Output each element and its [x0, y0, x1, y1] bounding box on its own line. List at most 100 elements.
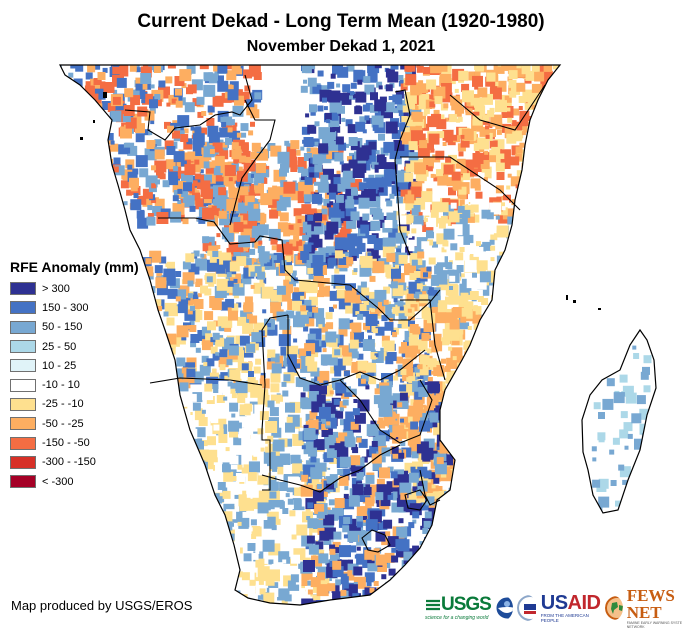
anomaly-cell	[295, 481, 301, 487]
anomaly-cell	[315, 541, 324, 550]
anomaly-cell	[563, 163, 568, 168]
anomaly-cell	[306, 535, 315, 544]
anomaly-cell	[483, 333, 491, 340]
anomaly-cell	[649, 470, 656, 481]
anomaly-cell	[111, 195, 120, 204]
anomaly-cell	[180, 457, 189, 467]
anomaly-cell	[178, 97, 183, 101]
anomaly-cell	[337, 66, 349, 78]
anomaly-cell	[517, 429, 525, 437]
anomaly-cell	[431, 201, 442, 212]
anomaly-cell	[154, 198, 165, 209]
anomaly-cell	[334, 250, 343, 259]
anomaly-cell	[387, 536, 399, 548]
anomaly-cell	[306, 147, 311, 152]
anomaly-cell	[193, 299, 204, 309]
anomaly-cell	[201, 111, 207, 116]
anomaly-cell	[94, 88, 106, 100]
anomaly-cell	[176, 527, 185, 536]
anomaly-cell	[472, 272, 477, 278]
anomaly-cell	[496, 384, 501, 389]
anomaly-cell	[502, 65, 509, 71]
anomaly-cell	[494, 314, 507, 327]
anomaly-cell	[240, 123, 249, 132]
anomaly-cell	[538, 180, 548, 190]
anomaly-cell	[367, 561, 378, 572]
anomaly-cell	[423, 279, 429, 285]
anomaly-cell	[60, 115, 62, 120]
anomaly-cell	[358, 250, 363, 255]
anomaly-cell	[388, 590, 394, 597]
anomaly-cell	[501, 65, 509, 68]
anomaly-cell	[115, 103, 127, 115]
anomaly-cell	[367, 291, 376, 300]
anomaly-cell	[250, 519, 257, 526]
anomaly-cell	[453, 490, 458, 495]
anomaly-cell	[342, 351, 353, 362]
anomaly-cell	[415, 372, 420, 377]
anomaly-cell	[166, 102, 171, 107]
anomaly-cell	[333, 304, 337, 309]
anomaly-cell	[339, 92, 352, 105]
anomaly-cell	[489, 202, 502, 215]
anomaly-cell	[445, 431, 451, 437]
anomaly-cell	[497, 423, 503, 429]
anomaly-cell	[407, 405, 418, 416]
anomaly-cell	[495, 309, 504, 318]
anomaly-cell	[213, 166, 223, 176]
anomaly-cell	[194, 173, 201, 180]
anomaly-cell	[482, 450, 494, 462]
anomaly-cell	[318, 323, 328, 333]
anomaly-cell	[356, 553, 368, 565]
anomaly-cell	[448, 562, 457, 571]
anomaly-cell	[531, 152, 538, 159]
anomaly-cell	[400, 65, 407, 70]
anomaly-cell	[468, 230, 474, 236]
anomaly-cell	[370, 308, 375, 313]
anomaly-cell	[432, 241, 438, 248]
anomaly-cell	[504, 413, 514, 423]
anomaly-cell	[309, 104, 317, 113]
anomaly-cell	[368, 298, 378, 308]
anomaly-cell	[250, 173, 255, 178]
anomaly-cell	[413, 402, 424, 413]
anomaly-cell	[376, 81, 383, 88]
anomaly-cell	[192, 140, 204, 152]
anomaly-cell	[497, 450, 508, 461]
anomaly-cell	[446, 290, 452, 296]
anomaly-cell	[294, 371, 299, 376]
anomaly-cell	[424, 511, 432, 519]
anomaly-cell	[269, 588, 279, 597]
anomaly-cell	[329, 455, 339, 464]
anomaly-cell	[477, 323, 489, 335]
anomaly-cell	[177, 304, 187, 314]
anomaly-cell	[364, 549, 375, 560]
anomaly-cell	[265, 438, 271, 444]
anomaly-cell	[379, 385, 392, 398]
anomaly-cell	[341, 117, 346, 122]
anomaly-cell	[159, 370, 168, 379]
anomaly-cell	[445, 262, 453, 270]
anomaly-cell	[483, 398, 495, 410]
anomaly-cell	[154, 149, 165, 160]
anomaly-cell	[203, 362, 208, 367]
anomaly-cell	[614, 349, 620, 355]
anomaly-cell	[469, 291, 479, 300]
anomaly-cell	[439, 575, 445, 582]
anomaly-cell	[492, 374, 497, 380]
anomaly-cell	[221, 121, 232, 132]
anomaly-cell	[171, 433, 177, 439]
anomaly-cell	[452, 356, 457, 361]
anomaly-cell	[225, 447, 230, 452]
anomaly-cell	[381, 176, 392, 187]
anomaly-cell	[356, 546, 361, 551]
anomaly-cell	[233, 252, 241, 259]
anomaly-cell	[411, 354, 417, 360]
anomaly-cell	[438, 221, 446, 229]
anomaly-cell	[425, 549, 435, 559]
anomaly-cell	[298, 245, 306, 253]
anomaly-cell	[165, 76, 173, 84]
anomaly-cell	[318, 127, 331, 140]
anomaly-cell	[284, 594, 292, 602]
anomaly-cell	[451, 171, 461, 181]
